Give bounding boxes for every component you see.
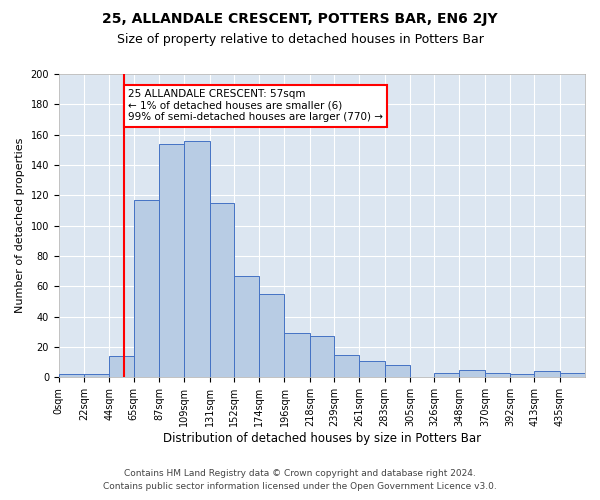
Bar — [259, 294, 284, 378]
Bar — [84, 374, 109, 378]
Bar — [385, 365, 410, 378]
Bar — [109, 356, 134, 378]
Text: Contains public sector information licensed under the Open Government Licence v3: Contains public sector information licen… — [103, 482, 497, 491]
Bar — [434, 373, 460, 378]
Text: Contains HM Land Registry data © Crown copyright and database right 2024.: Contains HM Land Registry data © Crown c… — [124, 468, 476, 477]
Bar — [460, 370, 485, 378]
Text: Size of property relative to detached houses in Potters Bar: Size of property relative to detached ho… — [116, 32, 484, 46]
Bar — [510, 374, 535, 378]
Bar — [234, 276, 259, 378]
Bar — [184, 140, 209, 378]
Bar — [560, 373, 585, 378]
X-axis label: Distribution of detached houses by size in Potters Bar: Distribution of detached houses by size … — [163, 432, 481, 445]
Bar — [359, 360, 385, 378]
Bar — [134, 200, 159, 378]
Bar — [334, 354, 359, 378]
Text: 25 ALLANDALE CRESCENT: 57sqm
← 1% of detached houses are smaller (6)
99% of semi: 25 ALLANDALE CRESCENT: 57sqm ← 1% of det… — [128, 89, 383, 122]
Bar — [485, 373, 510, 378]
Bar — [310, 336, 334, 378]
Y-axis label: Number of detached properties: Number of detached properties — [15, 138, 25, 314]
Bar — [209, 203, 234, 378]
Bar — [284, 334, 310, 378]
Bar — [59, 374, 84, 378]
Text: 25, ALLANDALE CRESCENT, POTTERS BAR, EN6 2JY: 25, ALLANDALE CRESCENT, POTTERS BAR, EN6… — [102, 12, 498, 26]
Bar — [535, 372, 560, 378]
Bar — [159, 144, 184, 378]
